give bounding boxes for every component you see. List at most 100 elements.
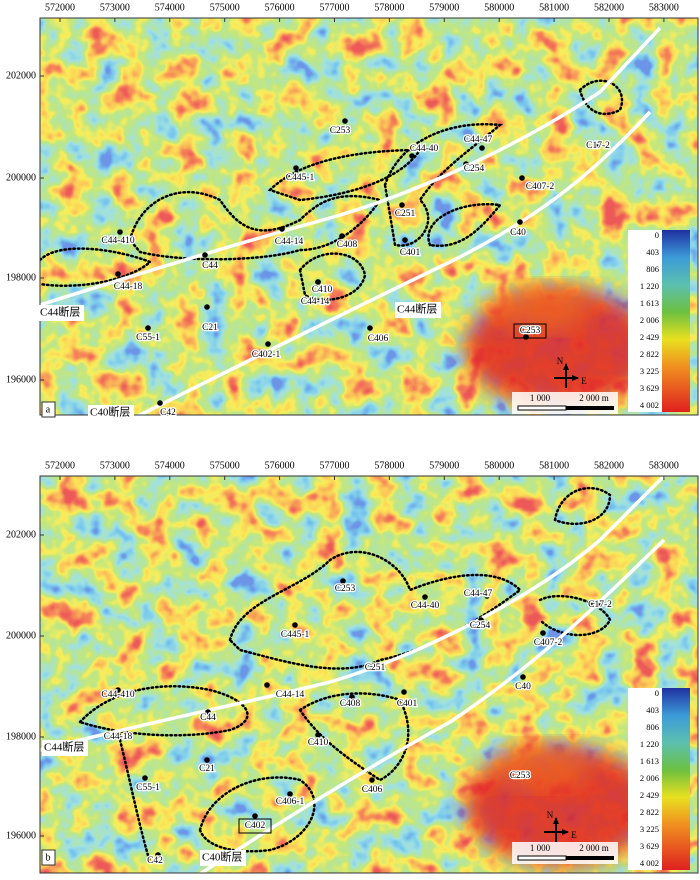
well-label: C254 bbox=[464, 164, 485, 174]
interpreted-boundary bbox=[553, 486, 612, 525]
x-tick-label: 583000 bbox=[649, 2, 679, 13]
scale-bar bbox=[566, 856, 614, 860]
scale-bar bbox=[517, 855, 567, 861]
colorbar-label: 1 220 bbox=[640, 281, 659, 291]
well bbox=[402, 237, 408, 243]
fault-trace bbox=[136, 110, 652, 415]
well bbox=[315, 732, 321, 738]
colorbar-label: 3 629 bbox=[640, 383, 659, 393]
well-label: C42 bbox=[160, 408, 176, 418]
well bbox=[145, 325, 151, 331]
colorbar bbox=[662, 230, 690, 412]
colorbar-label: 0 bbox=[655, 688, 659, 698]
well bbox=[292, 622, 298, 628]
well bbox=[264, 682, 270, 688]
x-tick-label: 574000 bbox=[155, 460, 185, 471]
well bbox=[349, 694, 355, 700]
well bbox=[593, 143, 599, 149]
well-label: C44-40 bbox=[411, 601, 440, 611]
interpreted-boundary bbox=[578, 79, 624, 116]
well-label: C17-2 bbox=[588, 600, 612, 610]
well-label: C254 bbox=[470, 621, 491, 631]
well-label: C251 bbox=[365, 663, 386, 673]
interpreted-boundary bbox=[198, 776, 316, 853]
well bbox=[409, 153, 415, 159]
x-tick-label: 575000 bbox=[210, 460, 240, 471]
colorbar-label: 3 225 bbox=[640, 824, 659, 834]
well-label: C251 bbox=[395, 209, 416, 219]
well bbox=[339, 233, 345, 239]
well bbox=[369, 777, 375, 783]
well-label: C253 bbox=[510, 771, 531, 781]
x-tick-label: 581000 bbox=[539, 460, 569, 471]
well bbox=[315, 279, 321, 285]
well-label: C407-2 bbox=[534, 638, 563, 648]
well bbox=[517, 219, 523, 225]
x-tick-label: 582000 bbox=[594, 460, 624, 471]
north-arrow-head bbox=[553, 817, 569, 835]
colorbar-label: 806 bbox=[646, 264, 659, 274]
well-label: C40 bbox=[510, 228, 526, 238]
x-tick-label: 572000 bbox=[45, 460, 75, 471]
well-box bbox=[513, 323, 547, 339]
well-label: C253 bbox=[330, 126, 351, 136]
colorbar bbox=[662, 688, 690, 870]
panel-label-bg bbox=[41, 401, 56, 418]
well-label: C44-47 bbox=[464, 135, 493, 145]
colorbar-labels-bg bbox=[628, 230, 662, 412]
well-label: C402 bbox=[245, 821, 266, 831]
north-label: N bbox=[547, 810, 554, 820]
well-label: C406 bbox=[368, 334, 389, 344]
fault-label-bg bbox=[38, 305, 84, 321]
colorbar-label: 3 225 bbox=[640, 366, 659, 376]
interpreted-boundary bbox=[40, 247, 153, 287]
y-tick-label: 202000 bbox=[6, 70, 36, 81]
fault-label-bg bbox=[88, 405, 134, 421]
colorbar-label: 403 bbox=[646, 247, 659, 257]
well-label: C40 bbox=[515, 682, 531, 692]
well-label: C406 bbox=[362, 785, 383, 795]
well bbox=[142, 775, 148, 781]
well bbox=[252, 813, 258, 819]
well bbox=[478, 617, 484, 623]
well-label: C407-2 bbox=[526, 182, 555, 192]
fault-label-bg bbox=[395, 302, 441, 318]
well bbox=[519, 175, 525, 181]
well-label: C445-1 bbox=[281, 630, 310, 640]
colorbar-label: 3 629 bbox=[640, 841, 659, 851]
well-label: C44-14 bbox=[301, 297, 330, 307]
y-tick-label: 202000 bbox=[6, 529, 36, 540]
colorbar-label: 2 822 bbox=[640, 807, 659, 817]
fault-label: C44断层 bbox=[40, 305, 80, 319]
well bbox=[157, 400, 163, 406]
x-tick-label: 577000 bbox=[320, 2, 350, 13]
y-tick-label: 198000 bbox=[6, 272, 36, 283]
high-anomaly bbox=[490, 283, 590, 333]
high-anomaly bbox=[490, 741, 590, 791]
x-tick-label: 581000 bbox=[539, 2, 569, 13]
well bbox=[520, 674, 526, 680]
well bbox=[202, 252, 208, 258]
map-frame bbox=[39, 475, 699, 874]
well-label: C44 bbox=[200, 713, 216, 723]
scale-bar bbox=[566, 406, 614, 410]
well-label: C44-47 bbox=[464, 589, 493, 599]
interpreted-boundary bbox=[78, 685, 249, 737]
interpreted-boundary bbox=[267, 148, 423, 202]
well-label: C44-18 bbox=[104, 732, 133, 742]
colorbar-label: 403 bbox=[646, 705, 659, 715]
colorbar-label: 4 002 bbox=[640, 400, 659, 410]
well-label: C44-14 bbox=[275, 237, 304, 247]
well-label: C44-410 bbox=[101, 236, 135, 246]
fault-label: C40断层 bbox=[90, 405, 130, 419]
x-tick-label: 580000 bbox=[484, 2, 514, 13]
well bbox=[422, 594, 428, 600]
well bbox=[205, 709, 211, 715]
fault-label-bg bbox=[200, 850, 246, 866]
well bbox=[367, 325, 373, 331]
fault-trace bbox=[199, 538, 666, 873]
x-tick-label: 579000 bbox=[429, 2, 459, 13]
fault-label: C40断层 bbox=[202, 850, 242, 864]
north-label: N bbox=[557, 356, 564, 366]
well bbox=[399, 202, 405, 208]
